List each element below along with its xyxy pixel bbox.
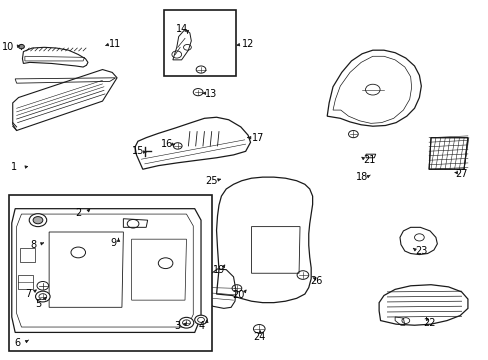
- Text: 27: 27: [454, 168, 467, 179]
- Text: 2: 2: [75, 208, 81, 218]
- Circle shape: [29, 214, 47, 226]
- Text: 23: 23: [414, 246, 427, 256]
- Text: 15: 15: [131, 146, 144, 156]
- Text: 18: 18: [355, 172, 367, 182]
- Text: 22: 22: [422, 318, 434, 328]
- Text: 16: 16: [161, 139, 173, 149]
- Circle shape: [19, 44, 24, 49]
- Circle shape: [33, 217, 43, 224]
- Text: 19: 19: [212, 265, 224, 275]
- Text: 24: 24: [253, 332, 265, 342]
- Text: 5: 5: [35, 299, 41, 309]
- Text: 3: 3: [174, 321, 181, 331]
- Text: 1: 1: [11, 162, 17, 172]
- Text: 13: 13: [204, 89, 216, 99]
- Text: 4: 4: [199, 321, 204, 331]
- Text: 21: 21: [363, 155, 375, 165]
- Text: 14: 14: [175, 24, 187, 35]
- Text: 26: 26: [309, 276, 322, 286]
- Circle shape: [37, 282, 48, 290]
- Text: 20: 20: [232, 291, 244, 301]
- Text: 12: 12: [242, 40, 254, 49]
- Polygon shape: [123, 219, 147, 227]
- Circle shape: [194, 315, 207, 324]
- Text: 25: 25: [205, 176, 218, 186]
- Text: 11: 11: [108, 39, 121, 49]
- Bar: [164, 10, 236, 76]
- Text: 8: 8: [30, 239, 36, 249]
- Text: 17: 17: [251, 133, 264, 143]
- Text: 6: 6: [15, 338, 20, 348]
- Circle shape: [179, 318, 193, 328]
- Polygon shape: [428, 138, 467, 169]
- Text: 10: 10: [2, 42, 14, 52]
- Circle shape: [36, 291, 50, 302]
- Bar: [9, 195, 211, 351]
- Text: 9: 9: [110, 238, 117, 248]
- Text: 7: 7: [25, 289, 32, 299]
